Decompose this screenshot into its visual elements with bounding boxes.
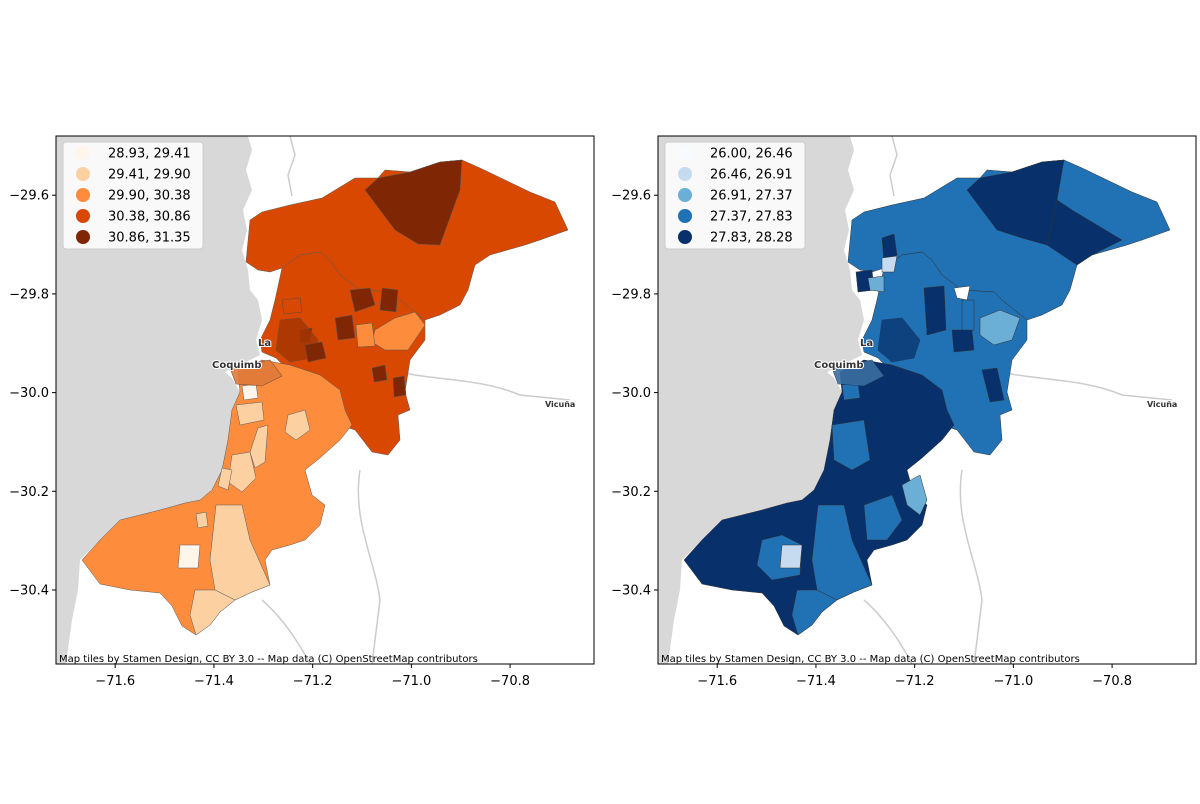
legend-label: 30.38, 30.86 [108,210,191,225]
legend-label: 26.00, 26.46 [710,147,793,162]
place-labels-right: La Coquimb Vicuña [813,337,1178,410]
legend-label: 27.83, 28.28 [710,231,793,246]
y-tick-label: −30.4 [9,583,49,598]
ocean [56,136,262,664]
x-tick-label: −71.4 [194,674,234,689]
legend-right: 26.00, 26.46 26.46, 26.91 26.91, 27.37 27.3… [664,141,806,250]
legend-marker [76,209,90,223]
legend-marker [76,188,90,202]
place-label-coquimbo: Coquimb [814,360,864,371]
legend-marker [76,167,90,181]
place-labels-left: La Coquimb Vicuña [211,337,576,410]
legend-label: 29.41, 29.90 [108,168,191,183]
legend-frame [664,141,806,250]
x-tick-label: −70.8 [490,674,530,689]
ocean [658,136,864,664]
y-axis-left: −29.6 −29.8 −30.0 −30.2 −30.4 [9,189,56,598]
place-label-vicuna: Vicuña [545,400,575,409]
legend-label: 27.37, 27.83 [710,210,793,225]
y-tick-label: −30.4 [611,583,651,598]
map-panel-right: La Coquimb Vicuña Map tiles by Stamen De… [611,135,1197,689]
place-label-coquimbo: Coquimb [212,360,262,371]
x-tick-label: −71.0 [391,674,431,689]
axes-frame-right [657,135,1197,665]
legend-marker [678,167,692,181]
y-tick-label: −29.8 [9,287,49,302]
choropleth-regions-left [81,159,569,636]
legend-label: 26.91, 27.37 [710,189,793,204]
legend-label: 26.46, 26.91 [710,168,793,183]
legend-marker [76,230,90,244]
map-panel-left: La Coquimb Vicuña Map tiles by Stamen De… [9,135,595,689]
choropleth-regions-right [683,159,1171,636]
x-tick-label: −71.4 [796,674,836,689]
x-tick-label: −71.2 [293,674,333,689]
legend-frame [62,141,204,250]
coastal-tracts-left [229,297,327,387]
map-area-left: La Coquimb Vicuña Map tiles by Stamen De… [56,136,594,665]
legend-marker [678,146,692,160]
y-tick-label: −29.8 [611,287,651,302]
y-tick-label: −30.2 [9,485,49,500]
x-tick-label: −71.0 [993,674,1033,689]
y-tick-label: −30.0 [611,386,651,401]
x-tick-label: −71.2 [895,674,935,689]
legend-left: 28.93, 29.41 29.41, 29.90 29.90, 30.38 30.3… [62,141,204,250]
coastal-tracts-right [831,317,921,387]
legend-marker [678,230,692,244]
y-axis-right: −29.6 −29.8 −30.0 −30.2 −30.4 [611,189,658,598]
attribution-right: Map tiles by Stamen Design, CC BY 3.0 --… [661,654,1080,665]
x-tick-label: −70.8 [1092,674,1132,689]
legend-label: 28.93, 29.41 [108,147,191,162]
road-lines [261,136,571,664]
y-tick-label: −29.6 [9,189,49,204]
x-tick-label: −71.6 [697,674,737,689]
y-tick-label: −30.2 [611,485,651,500]
road-lines [863,136,1173,664]
legend-label: 29.90, 30.38 [108,189,191,204]
legend-marker [678,209,692,223]
legend-marker [678,188,692,202]
map-area-right: La Coquimb Vicuña Map tiles by Stamen De… [658,136,1196,665]
x-axis-right: −71.6 −71.4 −71.2 −71.0 −70.8 [697,664,1132,689]
x-axis-left: −71.6 −71.4 −71.2 −71.0 −70.8 [95,664,530,689]
attribution-left: Map tiles by Stamen Design, CC BY 3.0 --… [59,654,478,665]
legend-marker [76,146,90,160]
y-tick-label: −30.0 [9,386,49,401]
x-tick-label: −71.6 [95,674,135,689]
y-tick-label: −29.6 [611,189,651,204]
place-label-vicuna: Vicuña [1147,400,1177,409]
axes-frame-left [55,135,595,665]
place-label-la: La [860,338,873,349]
legend-label: 30.86, 31.35 [108,231,191,246]
place-label-la: La [258,338,271,349]
